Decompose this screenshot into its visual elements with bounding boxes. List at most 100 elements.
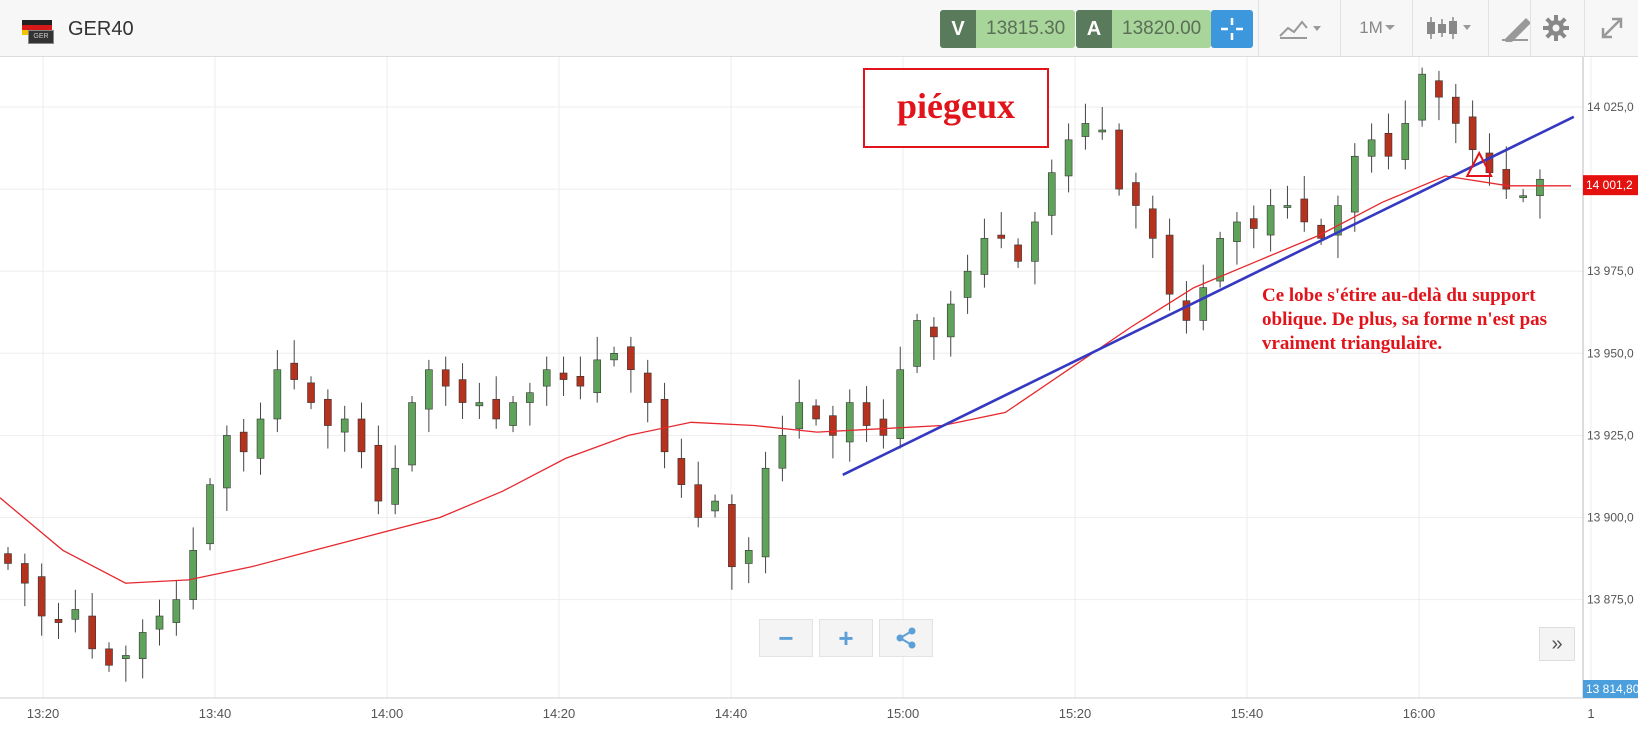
- candle-style-button[interactable]: [1418, 8, 1482, 48]
- current-price-label: 14 001,2: [1586, 178, 1633, 192]
- flag-badge: GER: [28, 30, 54, 44]
- zoom-controls: − +: [759, 619, 933, 657]
- y-tick-label: 13 950,0: [1587, 346, 1634, 360]
- annotation-box: piégeux: [863, 68, 1049, 148]
- fullscreen-button[interactable]: [1592, 8, 1632, 48]
- candle: [660, 398, 669, 453]
- candle: [1081, 123, 1090, 137]
- candle: [980, 238, 989, 275]
- candle: [526, 392, 534, 403]
- candle: [677, 458, 686, 485]
- candle: [812, 405, 820, 420]
- candle: [1199, 287, 1208, 321]
- x-tick-label: 15:20: [1059, 706, 1092, 721]
- candle: [273, 369, 282, 420]
- x-tick-label: 15:00: [887, 706, 920, 721]
- candle: [1435, 80, 1443, 98]
- candle: [946, 303, 955, 338]
- candle: [324, 398, 332, 426]
- candle: [711, 500, 719, 512]
- candle: [963, 270, 972, 298]
- candle: [744, 550, 753, 564]
- candle: [627, 346, 635, 371]
- candle: [1418, 73, 1426, 121]
- candle: [1317, 224, 1325, 239]
- annotation-comment: Ce lobe s'étire au-delà du support obliq…: [1262, 285, 1548, 354]
- candle: [475, 402, 484, 407]
- candle: [256, 418, 265, 459]
- candle: [374, 444, 383, 502]
- candle: [391, 467, 399, 505]
- candle: [1098, 129, 1107, 133]
- x-tick-label: 13:40: [199, 706, 232, 721]
- germany-flag-icon: GER: [22, 20, 54, 44]
- buy-button[interactable]: A 13820.00: [1076, 10, 1212, 48]
- candle: [1468, 116, 1477, 150]
- settings-button[interactable]: [1535, 8, 1577, 48]
- buy-tag: A: [1076, 10, 1112, 48]
- candle: [189, 550, 197, 600]
- timeframe-label: 1M: [1359, 18, 1383, 37]
- drawing-tool-icon: [1502, 18, 1531, 42]
- candle: [862, 402, 871, 426]
- candle: [357, 418, 366, 453]
- zoom-in-button[interactable]: +: [819, 619, 873, 657]
- crosshair-button[interactable]: [1211, 10, 1253, 48]
- candle: [441, 369, 450, 387]
- candle: [71, 609, 80, 620]
- y-tick-label: 14 025,0: [1587, 100, 1634, 114]
- candle: [1519, 195, 1527, 198]
- x-tick-label: 16:00: [1403, 706, 1436, 721]
- candle: [559, 372, 568, 380]
- crosshair-icon: [1221, 18, 1243, 40]
- candle: [54, 619, 63, 623]
- x-tick-label: 15:40: [1231, 706, 1264, 721]
- candle: [694, 484, 703, 518]
- candle: [340, 418, 349, 433]
- candle: [829, 415, 837, 436]
- expand-icon: [1601, 17, 1623, 39]
- sell-tag: V: [940, 10, 976, 48]
- price-chart[interactable]: 14 025,0 13 975,0 13 950,0 13 925,0 13 900,0…: [0, 57, 1638, 730]
- moving-average-line: [0, 175, 1571, 584]
- candle: [122, 655, 130, 660]
- candle: [408, 402, 416, 466]
- candle: [1132, 182, 1140, 206]
- candle: [239, 431, 248, 453]
- candle: [643, 372, 652, 403]
- zoom-in-icon: +: [838, 622, 854, 653]
- share-button[interactable]: [879, 619, 933, 657]
- scroll-to-end-button[interactable]: »: [1539, 627, 1575, 661]
- candle: [105, 648, 113, 666]
- x-tick-label: 14:00: [371, 706, 404, 721]
- candle: [425, 369, 433, 410]
- sell-button[interactable]: V 13815.30: [940, 10, 1076, 48]
- gear-icon: [1543, 15, 1569, 41]
- candle: [155, 615, 164, 630]
- candle: [88, 615, 96, 650]
- candle: [1367, 139, 1376, 157]
- candle: [913, 320, 921, 367]
- candle: [930, 326, 938, 338]
- double-chevron-right-icon: »: [1551, 632, 1563, 655]
- candle: [593, 359, 602, 394]
- zoom-out-button[interactable]: −: [759, 619, 813, 657]
- drawing-tools-button[interactable]: [1492, 8, 1542, 48]
- timeframe-select[interactable]: 1M: [1348, 8, 1408, 48]
- current-price-tag: [1583, 175, 1638, 196]
- y-tick-label: 13 925,0: [1587, 428, 1634, 442]
- candle: [1014, 244, 1022, 262]
- toolbar: GER GER40 V 13815.30 A 13820.00 1M: [0, 0, 1638, 57]
- share-icon: [896, 627, 916, 649]
- candle: [1283, 205, 1292, 208]
- line-chart-icon: [1279, 20, 1321, 39]
- chevron-down-icon: [1384, 25, 1395, 30]
- candle: [492, 398, 501, 420]
- candle: [21, 563, 29, 584]
- candle: [1266, 205, 1275, 236]
- candlestick-icon: [1427, 17, 1471, 39]
- candle: [1300, 198, 1309, 223]
- candle: [1536, 178, 1544, 196]
- chart-type-button[interactable]: [1268, 8, 1332, 48]
- candle: [1350, 155, 1359, 213]
